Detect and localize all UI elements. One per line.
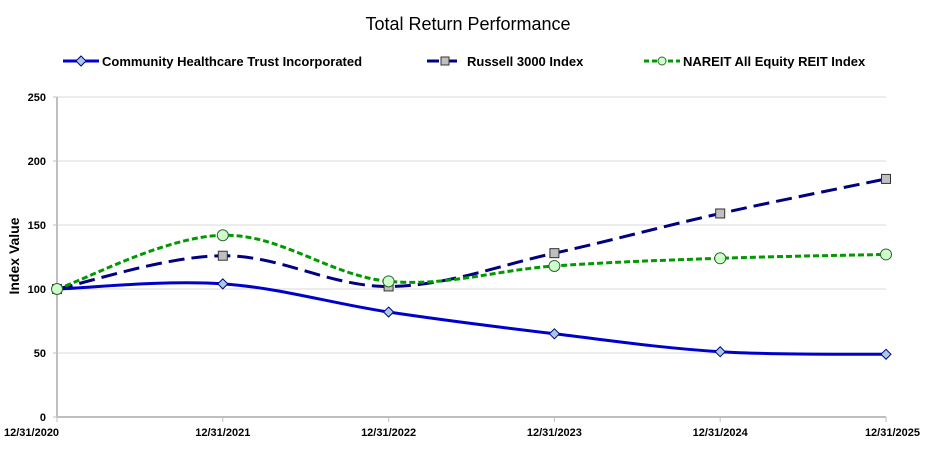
x-tick-label: 12/31/2025 — [865, 427, 920, 439]
legend-item: Community Healthcare Trust Incorporated — [63, 54, 362, 69]
x-tick-label: 12/31/2022 — [361, 427, 416, 439]
legend-label-series-1: Community Healthcare Trust Incorporated — [102, 54, 362, 69]
chart-title: Total Return Performance — [365, 14, 570, 34]
gridlines — [57, 96, 886, 354]
legend-item: NAREIT All Equity REIT Index — [644, 54, 866, 69]
y-tick-label: 100 — [28, 284, 46, 296]
data-point — [382, 306, 395, 318]
data-point — [548, 259, 561, 272]
y-axis-ticks: 0 50 100 150 200 250 — [28, 92, 57, 424]
legend-label-series-3: NAREIT All Equity REIT Index — [683, 54, 866, 69]
data-point — [715, 208, 726, 219]
data-point — [217, 250, 228, 261]
data-point — [217, 278, 229, 290]
series-lines — [56, 177, 887, 356]
series-line — [56, 281, 887, 356]
legend-item: Russell 3000 Index — [427, 54, 584, 69]
y-tick-label: 200 — [28, 156, 46, 168]
series-line — [56, 177, 887, 291]
y-tick-label: 50 — [34, 348, 46, 360]
data-point — [714, 346, 726, 358]
x-tick-label: 12/31/2020 — [4, 427, 59, 439]
y-tick-label: 150 — [28, 220, 46, 232]
y-axis-title: Index Value — [6, 217, 22, 294]
axes — [56, 97, 886, 418]
data-point — [382, 275, 395, 288]
legend: Community Healthcare Trust Incorporated … — [63, 54, 866, 69]
legend-marker-series-1 — [75, 55, 87, 67]
data-point — [549, 248, 560, 259]
legend-label-series-2: Russell 3000 Index — [467, 54, 584, 69]
legend-marker-series-3 — [657, 56, 667, 66]
data-point — [880, 248, 892, 261]
series-line — [56, 233, 887, 291]
data-point — [881, 173, 891, 184]
x-axis-ticks: 12/31/2020 12/31/2021 12/31/2022 12/31/2023… — [4, 417, 920, 439]
data-point — [548, 328, 561, 340]
legend-marker-series-2 — [440, 56, 450, 66]
y-tick-label: 250 — [28, 92, 46, 104]
x-tick-label: 12/31/2024 — [693, 427, 749, 439]
data-point — [880, 348, 892, 360]
y-tick-label: 0 — [40, 412, 46, 424]
x-tick-label: 12/31/2023 — [527, 427, 582, 439]
data-point — [714, 252, 727, 265]
series-markers — [51, 173, 892, 360]
data-point — [216, 229, 229, 242]
x-tick-label: 12/31/2021 — [195, 427, 250, 439]
data-point — [51, 283, 63, 295]
